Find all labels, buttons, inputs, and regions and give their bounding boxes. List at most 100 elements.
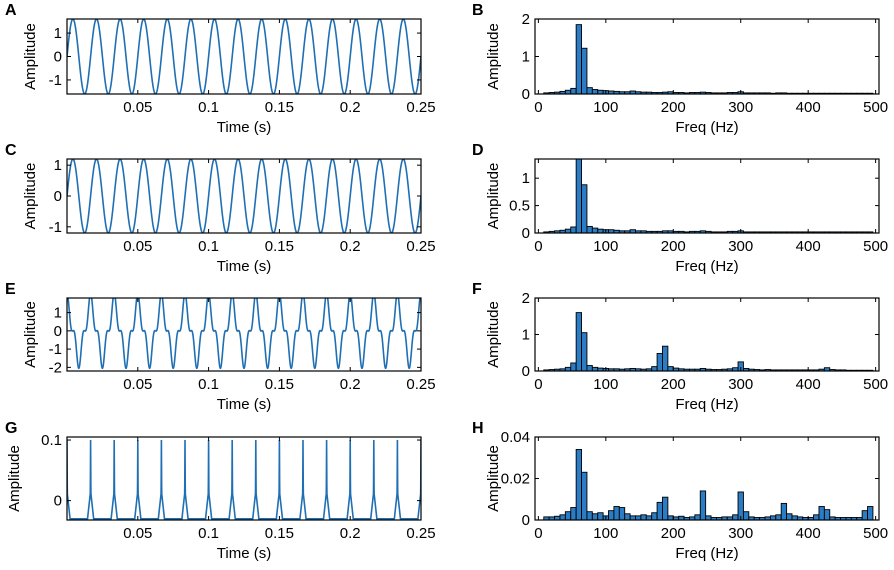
spectrum-bar [613, 506, 620, 520]
panel-e: E 0.05 0.1 0.15 0.2 0.25 10-1-2 Time (s) Amplitu… [5, 281, 436, 413]
spectrum-bar [635, 515, 642, 520]
x-tick-label: 0.05 [123, 99, 152, 116]
x-axis-label: Freq (Hz) [675, 545, 738, 562]
spectrum-bar [699, 490, 707, 520]
panel-g: G 0.05 0.1 0.15 0.2 0.25 0.1 0 Time (s) Amplitude [5, 420, 436, 562]
y-tick-label: 1 [54, 305, 62, 322]
spectrum-bar [732, 514, 739, 520]
spectrum-bar [586, 511, 593, 520]
spectrum-bar [656, 353, 663, 371]
panel-letter: E [5, 281, 16, 298]
spectrum-bar [591, 227, 599, 233]
x-axis-label: Freq (Hz) [675, 396, 738, 413]
spectrum-bar [581, 471, 588, 520]
x-tick-label: 400 [796, 238, 821, 255]
panel-letter: G [5, 420, 17, 437]
axes-box [66, 297, 422, 372]
spectrum-bar [581, 332, 588, 371]
x-axis-label: Freq (Hz) [675, 258, 738, 275]
spectrum-bar [640, 514, 647, 520]
spectrum-bar [591, 89, 599, 94]
spectrum-bar [575, 159, 583, 233]
y-tick-label: 1 [522, 49, 530, 66]
panel-letter: D [472, 142, 484, 159]
x-tick-label: 100 [593, 238, 618, 255]
plot-area [543, 449, 874, 520]
y-tick-label: 1 [522, 327, 530, 344]
x-tick-label: 400 [796, 99, 821, 116]
spectrum-bar [791, 515, 798, 520]
spectrum-bar [818, 506, 825, 520]
y-tick-label: -1 [49, 219, 62, 236]
x-tick-label: 300 [728, 376, 753, 393]
spectrum-bar [586, 225, 593, 233]
x-tick-label: 200 [661, 238, 686, 255]
spectrum-bar [586, 87, 593, 94]
y-tick-label: 0.5 [509, 198, 530, 215]
y-axis-label: Amplitude [6, 445, 23, 512]
y-tick-label: 0 [54, 188, 62, 205]
plot-area [543, 24, 874, 94]
x-tick-label: 0 [534, 238, 542, 255]
y-tick-label: 1 [54, 25, 62, 42]
spectrum-bar [737, 491, 744, 520]
panel-d: D 0 100 200 300 400 500 0 0.5 1 Freq (Hz) Amplitude [472, 142, 888, 275]
x-tick-label: 0.05 [123, 376, 152, 393]
panel-a: A 0.05 0.1 0.15 0.2 0.25 1 0 -1 Time (s) Amplitude [5, 2, 436, 136]
spectrum-bar [570, 226, 577, 233]
y-tick-label: 0.1 [41, 432, 62, 449]
spectrum-bar [564, 511, 572, 520]
y-tick-label: 2 [522, 11, 530, 28]
x-tick-label: 300 [728, 525, 753, 542]
plot-area [67, 19, 421, 94]
y-tick-label: 0.04 [501, 429, 530, 446]
x-tick-label: 0.25 [406, 525, 435, 542]
x-tick-label: 400 [796, 525, 821, 542]
y-tick-label: 2 [522, 290, 530, 307]
panel-letter: A [5, 2, 17, 19]
spectrum-bar [651, 512, 658, 520]
x-tick-label: 100 [593, 99, 618, 116]
y-tick-label: -1 [49, 72, 62, 89]
spectrum-bar [667, 515, 674, 520]
panel-letter: H [472, 420, 484, 437]
y-axis-label: Amplitude [485, 163, 502, 230]
y-axis-label: Amplitude [22, 301, 39, 368]
spectrum-bar [591, 513, 599, 520]
spectrum-bar [581, 184, 588, 233]
x-axis-label: Time (s) [217, 545, 271, 562]
y-axis-label: Amplitude [485, 301, 502, 368]
x-tick-label: 0.2 [340, 99, 361, 116]
spectrum-bar [597, 512, 604, 520]
plot-area [543, 159, 874, 233]
x-tick-label: 0.25 [406, 238, 435, 255]
spectrum-bar [662, 496, 669, 520]
x-tick-label: 300 [728, 99, 753, 116]
spectrum-bar [618, 507, 626, 520]
panel-b: B 0 100 200 300 400 500 0 1 2 Freq (Hz) Amplitude [472, 2, 888, 136]
x-tick-label: 0.1 [198, 525, 219, 542]
y-axis-label: Amplitude [485, 445, 502, 512]
x-axis-label: Time (s) [217, 119, 271, 136]
x-axis-label: Freq (Hz) [675, 119, 738, 136]
axes-box [534, 158, 880, 234]
signal-line [67, 159, 421, 233]
y-tick-label: 0 [522, 86, 530, 103]
x-tick-label: 0.15 [265, 376, 294, 393]
spectrum-bar [705, 515, 712, 520]
x-tick-label: 0.25 [406, 376, 435, 393]
spectrum-bar [813, 514, 820, 520]
panel-f: F 0 100 200 300 400 500 0 1 2 Freq (Hz) Amplitude [472, 281, 888, 413]
x-tick-label: 0.05 [123, 525, 152, 542]
y-tick-label: 1 [54, 157, 62, 174]
x-tick-label: 0.1 [198, 99, 219, 116]
panel-letter: C [5, 142, 17, 159]
x-axis-label: Time (s) [217, 396, 271, 413]
panel-c: C 0.05 0.1 0.15 0.2 0.25 1 0 -1 Time (s) Amplitude [5, 142, 436, 275]
y-tick-label: 0 [54, 49, 62, 66]
x-tick-label: 500 [863, 99, 888, 116]
axes-box [66, 436, 422, 521]
x-tick-label: 300 [728, 238, 753, 255]
spectrum-bar [742, 511, 750, 520]
